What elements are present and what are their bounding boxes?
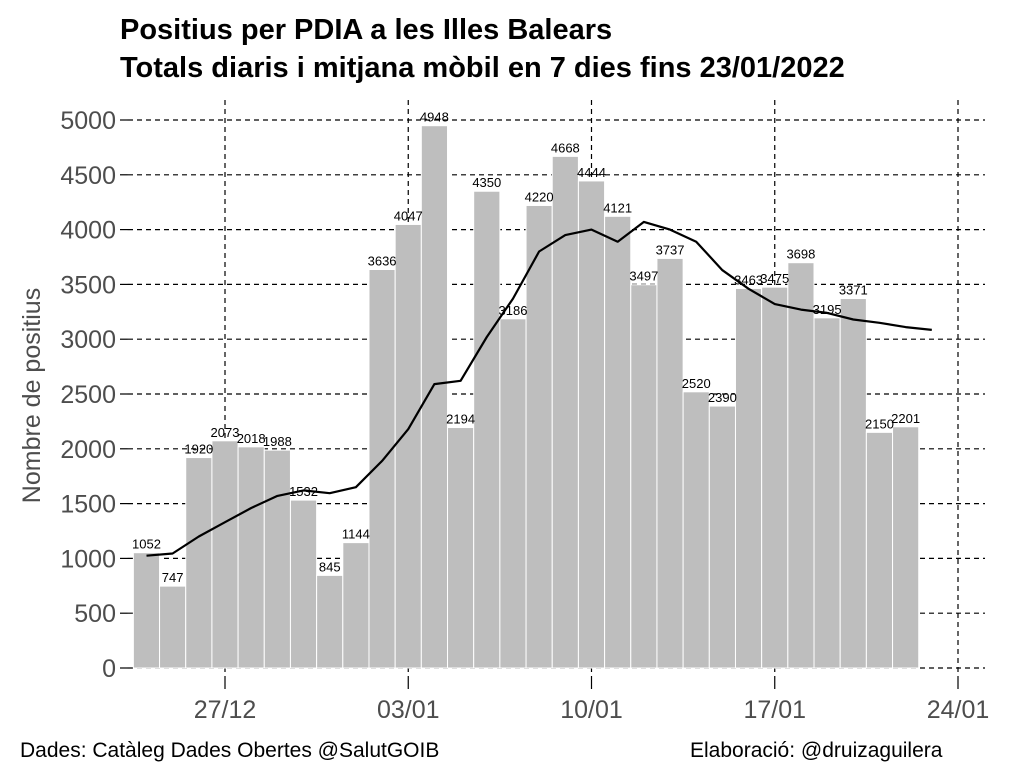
y-tick-label: 3000 bbox=[60, 326, 116, 354]
bar-value-label: 747 bbox=[162, 570, 184, 585]
bar-value-label: 2390 bbox=[708, 390, 737, 405]
bar bbox=[892, 426, 920, 669]
x-tick-label: 10/01 bbox=[560, 696, 623, 724]
y-tick-label: 1500 bbox=[60, 491, 116, 519]
bar bbox=[813, 317, 841, 669]
bar bbox=[630, 284, 658, 669]
bar-value-label: 1144 bbox=[342, 527, 370, 542]
axes: 0 500 1000 1500 2000 2500 3000 3500 4000 4500 5000… bbox=[18, 107, 989, 724]
bar bbox=[237, 446, 265, 669]
bar-value-label: 3186 bbox=[499, 303, 528, 318]
bar-value-label: 3463 bbox=[734, 272, 763, 287]
author-caption: Elaboració: @druizaguilera bbox=[690, 739, 943, 762]
bar bbox=[420, 125, 449, 669]
bar-value-label: 4444 bbox=[577, 165, 606, 180]
bar bbox=[342, 542, 370, 669]
bar-value-label: 4121 bbox=[603, 200, 632, 215]
bar bbox=[499, 318, 527, 669]
bar bbox=[604, 215, 632, 669]
bar-value-label: 2520 bbox=[682, 376, 711, 391]
bar-value-label: 3698 bbox=[786, 247, 815, 262]
bar-value-label: 4047 bbox=[394, 208, 423, 223]
bar bbox=[185, 457, 213, 669]
moving-average bbox=[146, 220, 932, 557]
bar-value-label: 2194 bbox=[446, 412, 475, 427]
y-tick-label: 2000 bbox=[60, 436, 116, 464]
bar bbox=[394, 223, 422, 669]
chart-title: Positius per PDIA a les Illes Balears bbox=[120, 14, 613, 46]
x-tick-label: 27/12 bbox=[194, 696, 257, 724]
chart-subtitle: Totals diaris i mitjana mòbil en 7 dies … bbox=[120, 52, 845, 84]
bar bbox=[761, 286, 789, 669]
bar bbox=[447, 427, 475, 669]
bar-value-label: 4350 bbox=[472, 175, 501, 190]
y-tick-label: 0 bbox=[102, 655, 116, 683]
bar bbox=[132, 552, 161, 669]
y-tick-label: 3500 bbox=[60, 271, 116, 299]
bar bbox=[787, 262, 815, 669]
bar bbox=[656, 257, 684, 669]
bar-value-label: 3475 bbox=[760, 271, 789, 286]
bar-value-label: 2201 bbox=[891, 411, 920, 426]
bars bbox=[132, 125, 920, 669]
y-tick-label: 5000 bbox=[60, 107, 116, 135]
bar-value-label: 4220 bbox=[525, 189, 554, 204]
x-tick-label: 17/01 bbox=[743, 696, 806, 724]
bar bbox=[316, 574, 344, 669]
x-tick-label: 24/01 bbox=[927, 696, 990, 724]
bar-value-label: 3195 bbox=[813, 302, 842, 317]
bar bbox=[839, 298, 867, 669]
bar bbox=[289, 499, 318, 669]
moving-average-line bbox=[146, 220, 932, 557]
bar-value-label: 1920 bbox=[184, 442, 213, 457]
y-tick-label: 4500 bbox=[60, 162, 116, 190]
x-tick-label: 03/01 bbox=[377, 696, 440, 724]
y-tick-label: 1000 bbox=[60, 545, 116, 573]
bar-value-label: 3371 bbox=[839, 283, 868, 298]
bar-value-label: 4668 bbox=[551, 140, 580, 155]
bar bbox=[263, 449, 291, 669]
bar bbox=[211, 440, 239, 669]
bar-value-label: 3737 bbox=[656, 242, 685, 257]
bar-value-label: 2073 bbox=[211, 425, 240, 440]
bar bbox=[525, 204, 553, 669]
y-tick-label: 500 bbox=[74, 600, 116, 628]
source-caption: Dades: Catàleg Dades Obertes @SalutGOIB bbox=[20, 739, 440, 762]
y-tick-label: 4000 bbox=[60, 217, 116, 245]
bar-value-label: 4948 bbox=[420, 110, 449, 125]
bar bbox=[682, 391, 710, 669]
bar-value-label: 1988 bbox=[263, 434, 292, 449]
y-axis-title: Nombre de positius bbox=[18, 288, 46, 503]
bar-value-label: 2150 bbox=[865, 416, 894, 431]
bar-value-label: 845 bbox=[319, 559, 341, 574]
y-tick-label: 2500 bbox=[60, 381, 116, 409]
bar bbox=[708, 405, 736, 669]
bar-value-label: 3636 bbox=[368, 253, 397, 268]
bar bbox=[865, 431, 894, 669]
bar bbox=[577, 180, 606, 669]
bar bbox=[734, 287, 763, 669]
bar-value-label: 1532 bbox=[289, 484, 318, 499]
bar-value-label: 1052 bbox=[132, 537, 161, 552]
bar-value-label: 2018 bbox=[237, 431, 266, 446]
bar bbox=[473, 190, 501, 669]
bar bbox=[159, 585, 187, 669]
bar-value-label: 3497 bbox=[629, 269, 658, 284]
